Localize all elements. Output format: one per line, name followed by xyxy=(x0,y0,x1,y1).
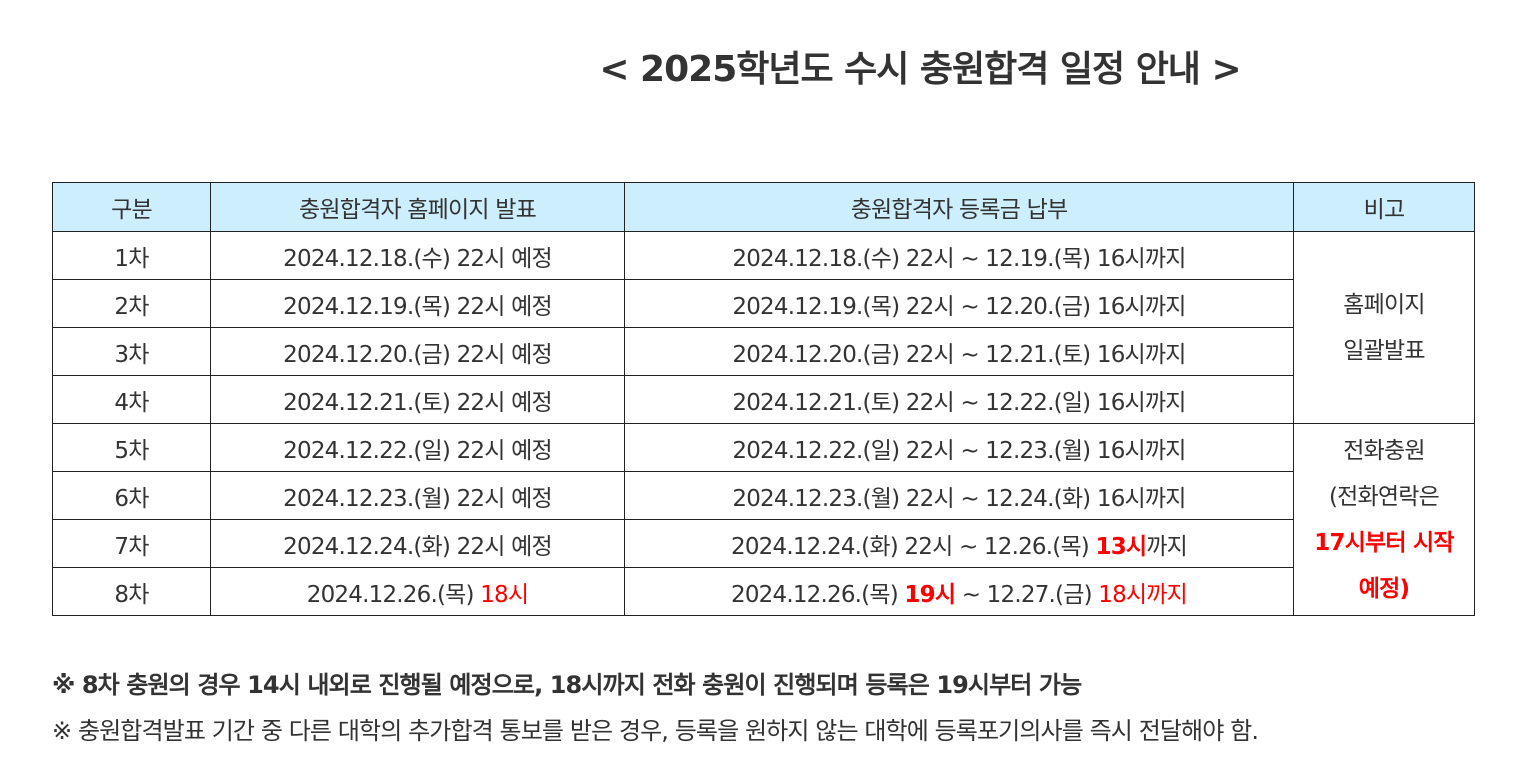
payment-text-end: 까지 xyxy=(1146,533,1188,560)
header-category: 구분 xyxy=(52,182,211,232)
payment-highlight-end: 18시까지 xyxy=(1098,581,1188,608)
notes: ※ 8차 충원의 경우 14시 내외로 진행될 예정으로, 18시까지 전화 충… xyxy=(52,662,1259,754)
table-row: 4차 2024.12.21.(토) 22시 예정 2024.12.21.(토) … xyxy=(52,375,1475,424)
payment-cell: 2024.12.26.(목) 19시 ~ 12.27.(금) 18시까지 xyxy=(624,567,1294,616)
round-cell: 5차 xyxy=(52,423,211,472)
payment-cell: 2024.12.22.(일) 22시 ~ 12.23.(월) 16시까지 xyxy=(624,423,1294,472)
announce-cell: 2024.12.22.(일) 22시 예정 xyxy=(210,423,625,472)
page-title: < 2025학년도 수시 충원합격 일정 안내 > xyxy=(599,49,1241,90)
payment-text-mid: ~ 12.27.(금) xyxy=(955,581,1099,608)
table-row: 7차 2024.12.24.(화) 22시 예정 2024.12.24.(화) … xyxy=(52,519,1475,568)
payment-highlight: 13시 xyxy=(1095,533,1148,560)
payment-cell: 2024.12.23.(월) 22시 ~ 12.24.(화) 16시까지 xyxy=(624,471,1294,520)
header-announcement: 충원합격자 홈페이지 발표 xyxy=(210,182,625,232)
announce-cell: 2024.12.24.(화) 22시 예정 xyxy=(210,519,625,568)
announce-cell: 2024.12.18.(수) 22시 예정 xyxy=(210,231,625,280)
round-cell: 6차 xyxy=(52,471,211,520)
remark-phone-line4: 예정) xyxy=(1358,575,1410,602)
payment-cell: 2024.12.21.(토) 22시 ~ 12.22.(일) 16시까지 xyxy=(624,375,1294,424)
remark-phone-line3: 17시부터 시작 xyxy=(1314,529,1454,556)
announce-cell: 2024.12.23.(월) 22시 예정 xyxy=(210,471,625,520)
announce-cell: 2024.12.19.(목) 22시 예정 xyxy=(210,279,625,328)
round-cell: 8차 xyxy=(52,567,211,616)
table-row: 5차 2024.12.22.(일) 22시 예정 2024.12.22.(일) … xyxy=(52,423,1475,616)
payment-cell: 2024.12.24.(화) 22시 ~ 12.26.(목) 13시까지 xyxy=(624,519,1294,568)
note-line-2: ※ 충원합격발표 기간 중 다른 대학의 추가합격 통보를 받은 경우, 등록을… xyxy=(52,717,1259,745)
remark-homepage-line1: 홈페이지 xyxy=(1343,291,1425,318)
header-remarks: 비고 xyxy=(1293,182,1475,232)
table-row: 8차 2024.12.26.(목) 18시 2024.12.26.(목) 19시… xyxy=(52,567,1475,616)
announce-text: 2024.12.26.(목) xyxy=(306,581,481,608)
announce-highlight: 18시 xyxy=(480,581,529,608)
remark-phone-line2: (전화연락은 xyxy=(1329,483,1440,510)
table-row: 3차 2024.12.20.(금) 22시 예정 2024.12.20.(금) … xyxy=(52,327,1475,376)
announce-cell: 2024.12.26.(목) 18시 xyxy=(210,567,625,616)
table-row: 1차 2024.12.18.(수) 22시 예정 2024.12.18.(수) … xyxy=(52,231,1475,424)
payment-text: 2024.12.24.(화) 22시 ~ 12.26.(목) xyxy=(730,533,1096,560)
remark-phone-line1: 전화충원 xyxy=(1343,437,1425,464)
round-cell: 7차 xyxy=(52,519,211,568)
remark-homepage-line2: 일괄발표 xyxy=(1343,337,1425,364)
round-cell: 3차 xyxy=(52,327,211,376)
announce-cell: 2024.12.21.(토) 22시 예정 xyxy=(210,375,625,424)
note-line-1: ※ 8차 충원의 경우 14시 내외로 진행될 예정으로, 18시까지 전화 충… xyxy=(52,671,1082,699)
table-row: 6차 2024.12.23.(월) 22시 예정 2024.12.23.(월) … xyxy=(52,471,1475,520)
schedule-table: 구분 충원합격자 홈페이지 발표 충원합격자 등록금 납부 비고 1차 2024… xyxy=(52,182,1475,616)
remark-phone: 전화충원 (전화연락은 17시부터 시작 예정) xyxy=(1293,423,1475,616)
payment-cell: 2024.12.19.(목) 22시 ~ 12.20.(금) 16시까지 xyxy=(624,279,1294,328)
round-cell: 4차 xyxy=(52,375,211,424)
payment-cell: 2024.12.20.(금) 22시 ~ 12.21.(토) 16시까지 xyxy=(624,327,1294,376)
remark-homepage: 홈페이지 일괄발표 xyxy=(1293,231,1475,424)
table-row: 2차 2024.12.19.(목) 22시 예정 2024.12.19.(목) … xyxy=(52,279,1475,328)
payment-text: 2024.12.26.(목) xyxy=(730,581,905,608)
table-header-row: 구분 충원합격자 홈페이지 발표 충원합격자 등록금 납부 비고 xyxy=(52,182,1475,232)
payment-highlight-start: 19시 xyxy=(904,581,956,608)
payment-cell: 2024.12.18.(수) 22시 ~ 12.19.(목) 16시까지 xyxy=(624,231,1294,280)
header-payment: 충원합격자 등록금 납부 xyxy=(624,182,1294,232)
round-cell: 2차 xyxy=(52,279,211,328)
round-cell: 1차 xyxy=(52,231,211,280)
announce-cell: 2024.12.20.(금) 22시 예정 xyxy=(210,327,625,376)
